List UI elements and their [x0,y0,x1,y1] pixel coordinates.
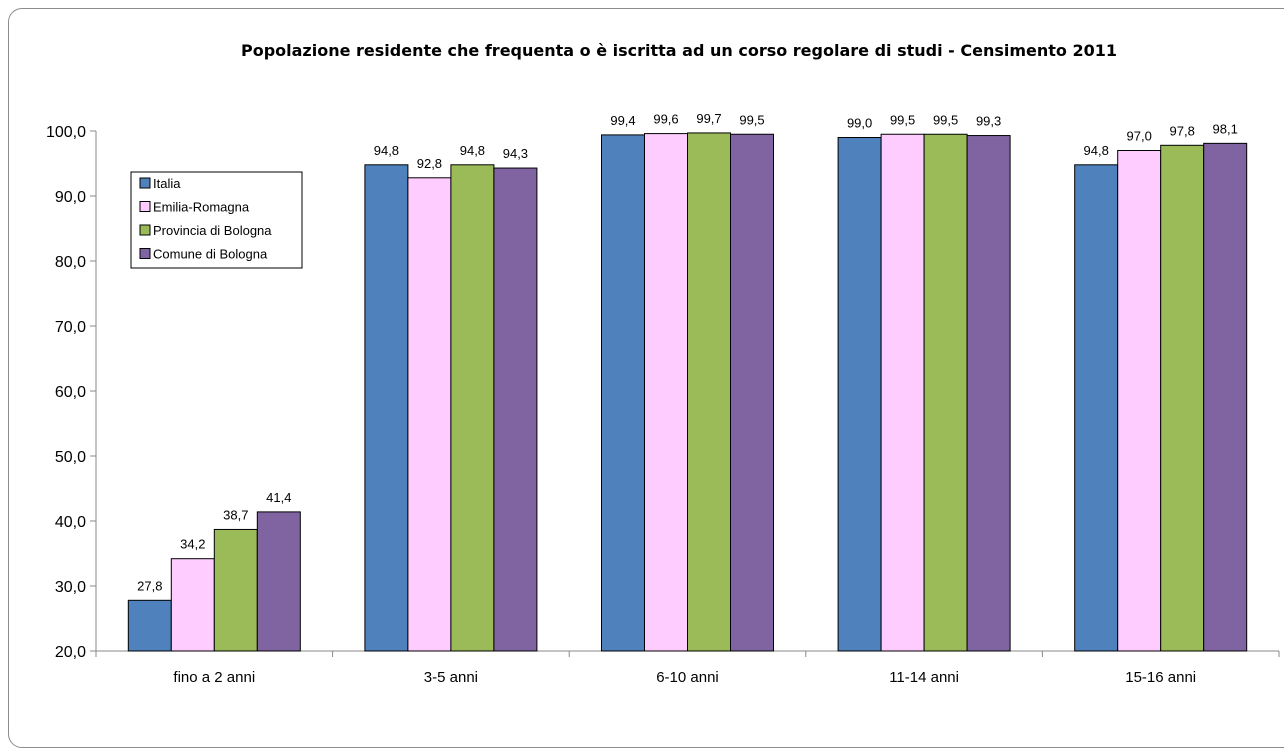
y-tick-label: 20,0 [55,644,86,661]
y-tick-label: 70,0 [55,319,86,336]
bar [730,133,774,652]
legend-label: Emilia-Romagna [153,200,250,215]
x-category-label: fino a 2 anni [173,669,255,686]
y-tick-label: 50,0 [55,449,86,466]
data-label: 99,5 [739,112,764,127]
legend-box [130,171,303,269]
x-category-label: 15-16 anni [1125,669,1196,686]
bars: 27,8 34,2 38,7 41,4 94,8 92,8 94,8 94,3 99,4 99,6… [127,111,1248,652]
data-label: 99,4 [610,113,635,128]
legend-swatch [139,201,151,212]
bar [407,177,452,652]
bar [127,599,172,652]
data-label: 99,5 [890,112,915,127]
legend: Italia Emilia-Romagna Provincia di Bologna… [130,171,303,269]
bar [923,133,968,652]
data-label: 99,3 [976,114,1001,129]
chart-title: Popolazione residente che frequenta o è … [241,41,1117,60]
data-label: 94,8 [460,143,485,158]
data-label: 99,6 [653,112,678,127]
bar [644,133,688,652]
data-label: 92,8 [417,156,442,171]
y-tick-label: 100,0 [46,124,86,141]
legend-label: Provincia di Bologna [153,223,272,238]
data-label: 98,1 [1213,121,1238,136]
data-label: 99,5 [933,112,958,127]
bar [687,132,731,652]
bar [1117,150,1162,652]
data-label: 99,7 [696,111,721,126]
y-tick-label: 40,0 [55,514,86,531]
data-label: 41,4 [266,490,291,505]
y-tick-label: 30,0 [55,579,86,596]
x-category-label: 6-10 anni [656,669,719,686]
bar [1074,164,1119,652]
x-category-label: 3-5 anni [424,669,478,686]
data-label: 99,0 [847,116,872,131]
legend-label: Comune di Bologna [153,247,268,262]
legend-label: Italia [153,176,181,191]
bar [364,164,409,652]
bar [966,135,1011,652]
bar [1203,142,1248,652]
bar [170,558,215,652]
bar [1160,144,1205,652]
data-label: 34,2 [180,537,205,552]
data-label: 97,0 [1127,129,1152,144]
data-label: 97,8 [1170,123,1195,138]
data-label: 94,3 [503,146,528,161]
bar [450,164,495,652]
bar [256,511,301,652]
bar [213,528,258,652]
legend-swatch [139,224,151,236]
data-label: 27,8 [137,578,162,593]
data-label: 94,8 [374,143,399,158]
x-category-label: 11-14 anni [889,669,959,686]
legend-swatch [139,177,151,189]
bar [880,133,925,652]
y-tick-label: 90,0 [55,189,86,206]
legend-swatch [139,248,151,259]
bar [837,137,882,652]
bar [493,167,538,652]
y-tick-label: 60,0 [55,384,86,401]
data-label: 38,7 [223,507,248,522]
data-label: 94,8 [1084,143,1109,158]
bar [601,134,645,652]
y-tick-label: 80,0 [55,254,86,271]
